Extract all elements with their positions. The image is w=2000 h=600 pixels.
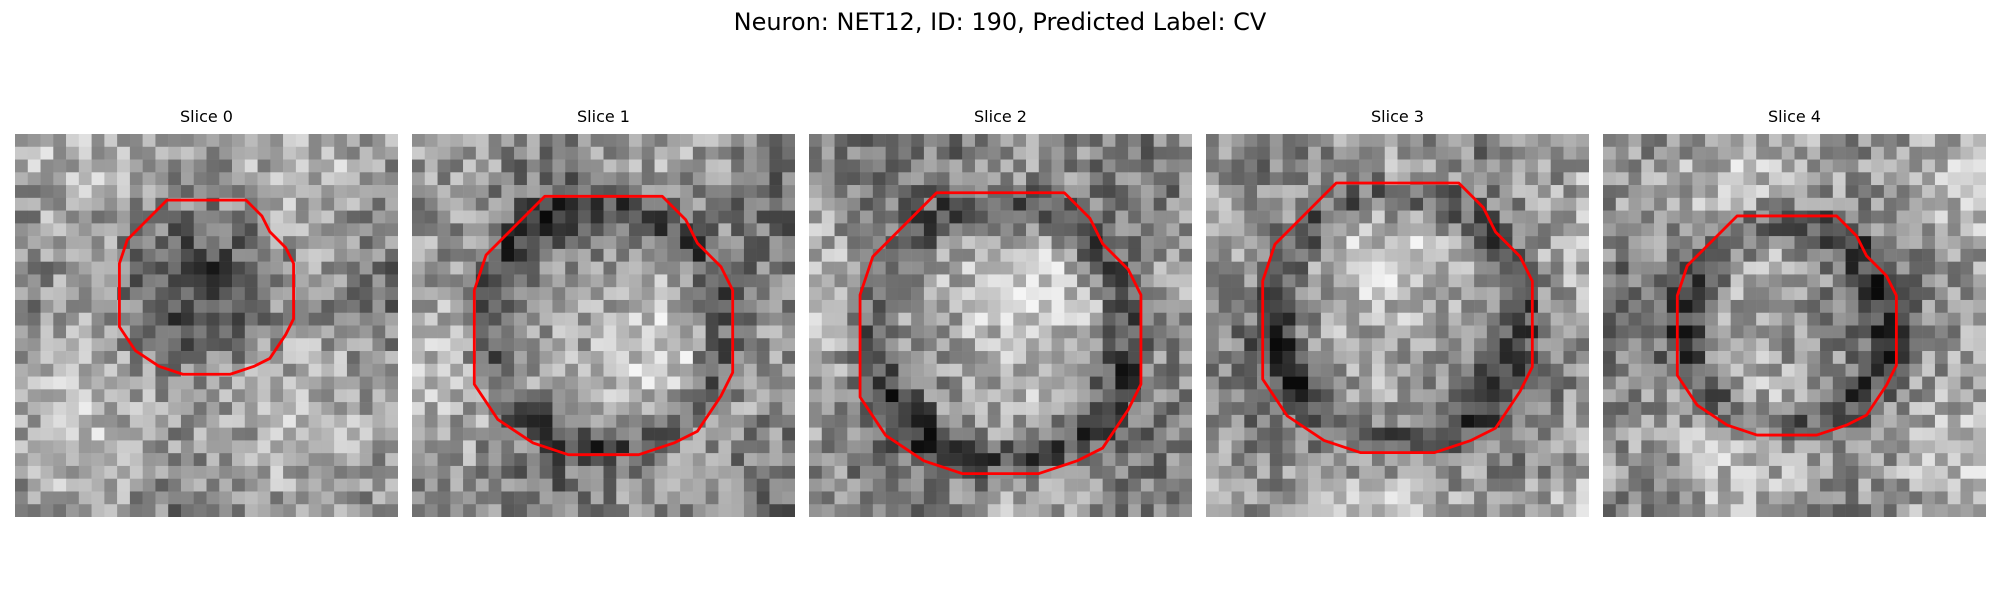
- slice-panel-3: Slice 3: [1206, 105, 1589, 517]
- grayscale-microscopy-image: [15, 134, 398, 517]
- grayscale-microscopy-image: [1603, 134, 1986, 517]
- segmentation-contour: [472, 194, 735, 457]
- slice-title: Slice 3: [1371, 107, 1424, 126]
- slice-title: Slice 0: [180, 107, 233, 126]
- segmentation-contour: [118, 198, 295, 376]
- slice-image: [412, 134, 795, 517]
- slice-title: Slice 1: [577, 107, 630, 126]
- segmentation-contour: [858, 191, 1143, 475]
- figure-title: Neuron: NET12, ID: 190, Predicted Label:…: [733, 8, 1267, 36]
- segmentation-contour: [1261, 181, 1534, 455]
- slice-image: [1206, 134, 1589, 517]
- slice-image: [809, 134, 1192, 517]
- slice-panel-1: Slice 1: [412, 105, 795, 517]
- segmentation-contour: [1675, 214, 1898, 437]
- grayscale-microscopy-image: [809, 134, 1192, 517]
- grayscale-microscopy-image: [1206, 134, 1589, 517]
- slice-title: Slice 4: [1768, 107, 1821, 126]
- slice-panel-4: Slice 4: [1603, 105, 1986, 517]
- slice-image: [1603, 134, 1986, 517]
- slice-panel-0: Slice 0: [15, 105, 398, 517]
- slice-image: [15, 134, 398, 517]
- grayscale-microscopy-image: [412, 134, 795, 517]
- slice-title: Slice 2: [974, 107, 1027, 126]
- slice-panel-2: Slice 2: [809, 105, 1192, 517]
